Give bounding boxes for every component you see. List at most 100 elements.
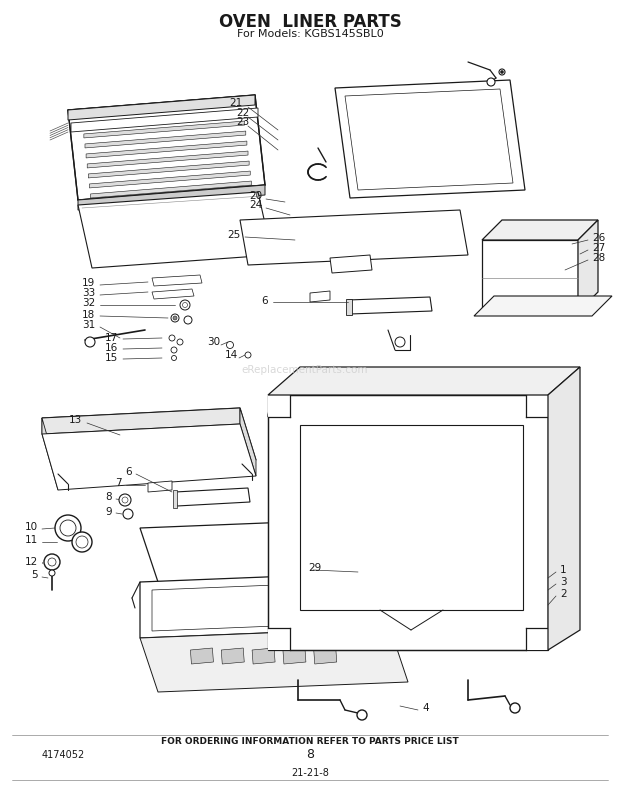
Text: 6: 6 [262, 296, 268, 306]
Circle shape [226, 341, 234, 348]
Polygon shape [78, 185, 265, 210]
Text: 14: 14 [224, 350, 238, 360]
Polygon shape [345, 89, 513, 190]
Text: 31: 31 [82, 320, 95, 330]
Circle shape [76, 536, 88, 548]
Text: 22: 22 [236, 108, 250, 118]
Circle shape [48, 558, 56, 566]
Circle shape [499, 69, 505, 75]
Text: 32: 32 [82, 298, 95, 308]
Polygon shape [140, 628, 408, 692]
Polygon shape [140, 572, 390, 638]
Circle shape [510, 703, 520, 713]
Circle shape [173, 316, 177, 320]
Circle shape [172, 355, 177, 360]
Polygon shape [310, 291, 330, 302]
Polygon shape [152, 275, 202, 286]
Text: 15: 15 [105, 353, 118, 363]
Polygon shape [42, 424, 256, 490]
Polygon shape [42, 418, 58, 490]
Polygon shape [482, 220, 598, 240]
Polygon shape [68, 95, 255, 120]
Text: 9: 9 [105, 507, 112, 517]
Polygon shape [268, 367, 580, 395]
Polygon shape [140, 518, 408, 582]
Polygon shape [87, 151, 248, 168]
Text: 20: 20 [249, 191, 262, 201]
Circle shape [182, 303, 187, 307]
Text: 12: 12 [25, 557, 38, 567]
Polygon shape [71, 108, 258, 132]
Text: 4: 4 [422, 703, 428, 713]
Polygon shape [268, 395, 290, 417]
Polygon shape [268, 395, 548, 650]
Circle shape [169, 335, 175, 341]
Polygon shape [42, 408, 240, 434]
Circle shape [245, 352, 251, 358]
Circle shape [55, 515, 81, 541]
Polygon shape [330, 255, 372, 273]
Polygon shape [82, 111, 244, 128]
Polygon shape [300, 425, 523, 610]
Polygon shape [548, 367, 580, 650]
Text: 17: 17 [105, 333, 118, 343]
Polygon shape [346, 299, 352, 315]
Polygon shape [221, 648, 244, 664]
Circle shape [44, 554, 60, 570]
Polygon shape [78, 192, 272, 268]
Polygon shape [148, 481, 172, 492]
Circle shape [122, 497, 128, 503]
Circle shape [177, 339, 183, 345]
Text: 4174052: 4174052 [42, 750, 86, 760]
Polygon shape [240, 408, 256, 476]
Text: 21-21-8: 21-21-8 [291, 768, 329, 778]
Text: FOR ORDERING INFORMATION REFER TO PARTS PRICE LIST: FOR ORDERING INFORMATION REFER TO PARTS … [161, 738, 459, 746]
Polygon shape [152, 581, 375, 631]
Polygon shape [348, 297, 432, 314]
Text: 13: 13 [69, 415, 82, 425]
Polygon shape [526, 395, 548, 417]
Circle shape [171, 314, 179, 322]
Polygon shape [82, 101, 242, 118]
Polygon shape [190, 648, 213, 664]
Polygon shape [474, 296, 612, 316]
Text: 21: 21 [230, 98, 243, 108]
Polygon shape [89, 171, 250, 188]
Text: 23: 23 [236, 117, 250, 127]
Polygon shape [175, 488, 250, 506]
Circle shape [171, 347, 177, 353]
Polygon shape [88, 161, 249, 178]
Text: 25: 25 [227, 230, 240, 240]
Text: 19: 19 [82, 278, 95, 288]
Circle shape [487, 78, 495, 86]
Circle shape [395, 337, 405, 347]
Polygon shape [390, 572, 408, 638]
Circle shape [123, 509, 133, 519]
Polygon shape [252, 648, 275, 664]
Text: 11: 11 [25, 535, 38, 545]
Text: 27: 27 [592, 243, 605, 253]
Text: 2: 2 [560, 589, 567, 599]
Text: 3: 3 [560, 577, 567, 587]
Text: 26: 26 [592, 233, 605, 243]
Text: eReplacementParts.com: eReplacementParts.com [242, 365, 368, 375]
Polygon shape [91, 181, 251, 198]
Circle shape [357, 710, 367, 720]
Text: For Models: KGBS145SBL0: For Models: KGBS145SBL0 [237, 29, 383, 39]
Circle shape [180, 300, 190, 310]
Polygon shape [240, 210, 468, 265]
Text: 5: 5 [32, 570, 38, 580]
Text: 8: 8 [105, 492, 112, 502]
Polygon shape [173, 490, 177, 508]
Polygon shape [283, 648, 306, 664]
Polygon shape [335, 80, 525, 198]
Text: 7: 7 [115, 478, 122, 488]
Text: 8: 8 [306, 749, 314, 761]
Circle shape [72, 532, 92, 552]
Circle shape [119, 494, 131, 506]
Polygon shape [526, 628, 548, 650]
Text: 28: 28 [592, 253, 605, 263]
Text: 18: 18 [82, 310, 95, 320]
Circle shape [49, 570, 55, 576]
Text: 33: 33 [82, 288, 95, 298]
